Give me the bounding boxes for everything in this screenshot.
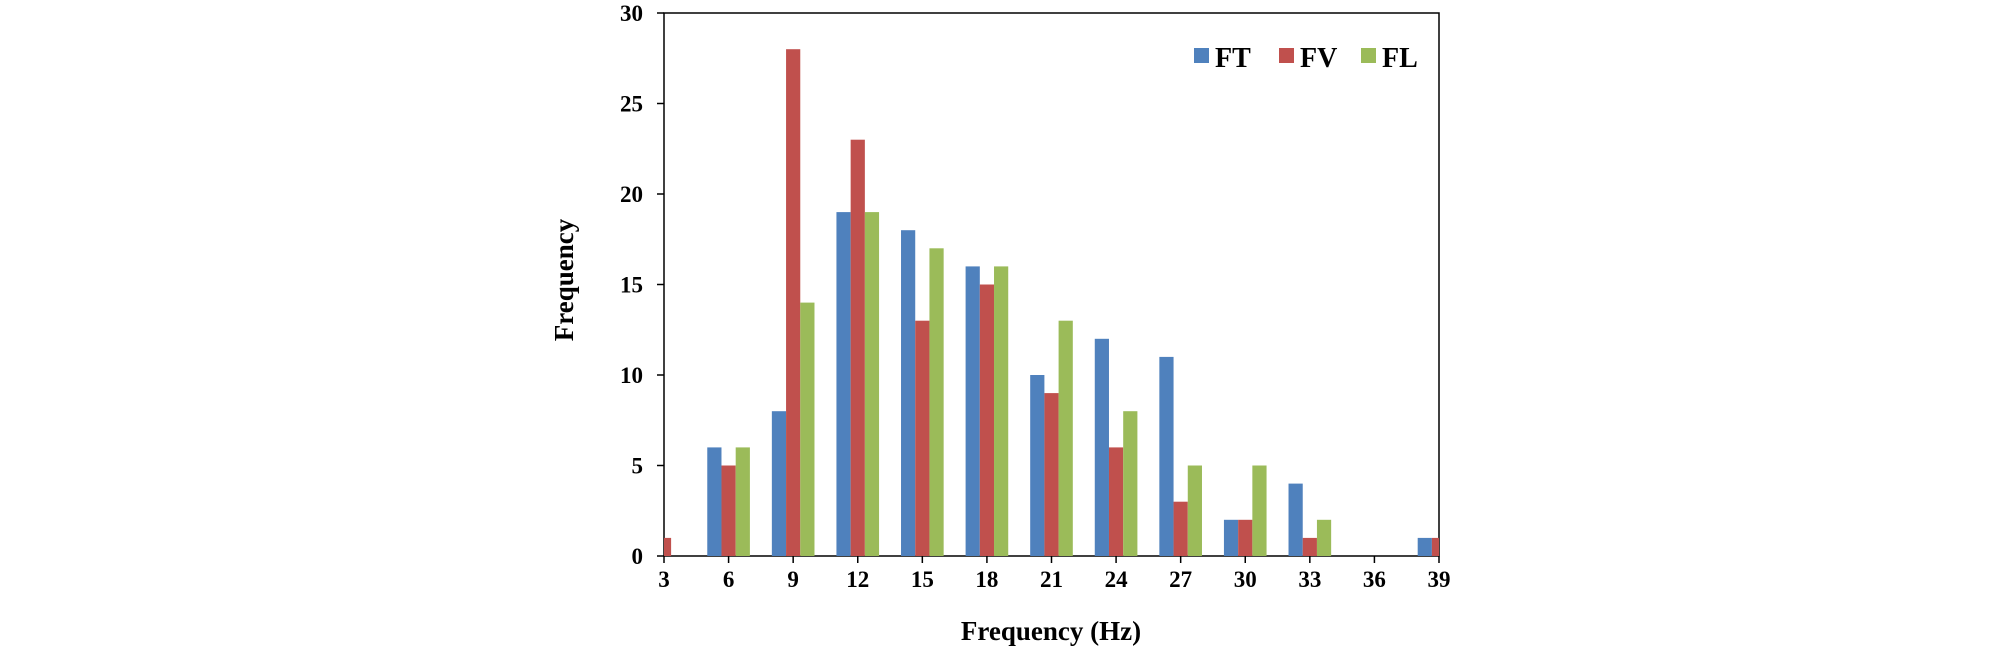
bar-FV-39 — [1431, 537, 1439, 556]
bar-FT-12 — [836, 212, 851, 556]
bar-FT-27 — [1159, 356, 1174, 556]
y-tick-label: 5 — [632, 454, 644, 479]
x-tick-label: 12 — [846, 567, 869, 592]
x-tick-label: 3 — [658, 567, 670, 592]
x-tick-label: 36 — [1363, 567, 1386, 592]
y-tick-label: 10 — [620, 363, 643, 388]
bar-FV-18 — [979, 284, 995, 556]
bar-FT-9 — [771, 411, 787, 556]
legend-label-FV: FV — [1300, 43, 1337, 74]
bar-FL-21 — [1058, 320, 1073, 556]
bar-FV-3 — [664, 537, 672, 556]
bar-FV-21 — [1044, 393, 1059, 556]
bar-FV-12 — [850, 139, 865, 556]
x-tick-label: 6 — [723, 567, 735, 592]
bar-FV-27 — [1173, 501, 1188, 556]
legend-swatch-FV — [1279, 48, 1294, 63]
bar-FL-15 — [929, 248, 944, 556]
y-tick-label: 20 — [620, 182, 643, 207]
x-tick-label: 27 — [1169, 567, 1192, 592]
bar-FV-15 — [915, 320, 930, 556]
bar-FT-24 — [1094, 338, 1109, 556]
legend-swatch-FT — [1194, 48, 1209, 63]
legend-label-FT: FT — [1215, 43, 1251, 74]
y-axis: 0 5 10 15 20 25 30 — [620, 1, 664, 569]
x-tick-label: 33 — [1298, 567, 1321, 592]
x-tick-label: 9 — [787, 567, 799, 592]
y-tick-label: 0 — [632, 544, 644, 569]
bar-FV-9 — [786, 49, 801, 556]
bar-FL-6 — [735, 447, 750, 556]
bar-FT-6 — [707, 447, 722, 556]
bar-FT-21 — [1030, 375, 1045, 556]
x-axis: 3 6 9 12 15 18 21 24 27 30 33 36 39 — [658, 556, 1451, 592]
bar-FT-15 — [901, 230, 916, 556]
bars-group — [664, 49, 1439, 556]
legend: FT FV FL — [1194, 43, 1418, 74]
bar-FV-33 — [1302, 537, 1317, 556]
x-tick-label: 39 — [1428, 567, 1451, 592]
x-tick-label: 24 — [1105, 567, 1129, 592]
legend-swatch-FL — [1361, 48, 1376, 63]
bar-FT-39 — [1417, 537, 1432, 556]
bar-FL-33 — [1316, 519, 1332, 556]
bar-FV-30 — [1238, 519, 1253, 556]
bar-FL-30 — [1252, 465, 1267, 556]
legend-label-FL: FL — [1382, 43, 1418, 74]
bar-FT-30 — [1223, 519, 1239, 556]
bar-FV-24 — [1108, 447, 1124, 556]
bar-FL-27 — [1187, 465, 1202, 556]
x-tick-label: 15 — [911, 567, 934, 592]
y-tick-label: 25 — [620, 92, 643, 117]
bar-FL-18 — [994, 266, 1009, 556]
x-tick-label: 18 — [975, 567, 998, 592]
bar-FL-9 — [800, 302, 815, 556]
bar-FT-18 — [965, 266, 980, 556]
x-tick-label: 21 — [1040, 567, 1063, 592]
y-axis-title: Frequency — [549, 218, 579, 341]
x-tick-label: 30 — [1234, 567, 1257, 592]
x-axis-title: Frequency (Hz) — [961, 616, 1141, 646]
bar-FT-33 — [1288, 483, 1303, 556]
bar-FV-6 — [721, 465, 736, 556]
y-tick-label: 30 — [620, 1, 643, 26]
y-tick-label: 15 — [620, 273, 643, 298]
bar-FL-24 — [1123, 411, 1138, 556]
bar-FL-12 — [864, 212, 880, 556]
